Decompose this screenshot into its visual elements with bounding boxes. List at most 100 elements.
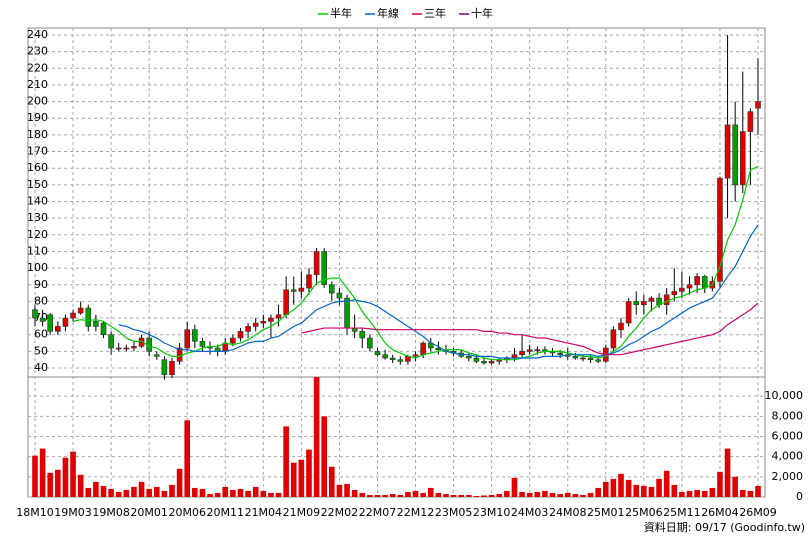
volume-bar <box>427 487 434 497</box>
candle-body <box>557 352 563 355</box>
volume-bar <box>298 459 305 497</box>
y-tick-label: 2,000 <box>772 470 804 483</box>
volume-bar <box>602 481 609 497</box>
candle-body <box>694 276 700 286</box>
y-tick-label: 4,000 <box>772 450 804 463</box>
volume-bar <box>222 486 229 497</box>
candle-body <box>70 312 76 319</box>
candle-body <box>686 284 693 289</box>
y-tick-label: 180 <box>27 128 48 141</box>
candle-body <box>131 346 137 349</box>
volume-bar <box>504 490 510 497</box>
candle-body <box>245 326 251 332</box>
volume-bar <box>275 492 282 497</box>
volume-bar <box>732 476 738 497</box>
x-tick-label: 25M06 <box>625 506 663 519</box>
candle-body <box>633 301 640 306</box>
candle-body <box>587 357 594 360</box>
volume-bar <box>306 449 312 497</box>
candle-body <box>488 361 495 364</box>
y-tick-label: 90 <box>34 278 48 291</box>
volume-bar <box>450 494 457 497</box>
x-tick-label: 22M02 <box>321 506 359 519</box>
y-tick-label: 220 <box>27 61 48 74</box>
volume-bar <box>564 492 571 497</box>
x-tick-label: 18M10 <box>16 506 54 519</box>
legend-label: 年線 <box>377 6 399 20</box>
candle-body <box>47 314 54 332</box>
volume-bar <box>625 479 632 497</box>
volume-bar <box>169 484 175 497</box>
volume-bar <box>283 426 289 497</box>
volume-bar <box>207 493 213 497</box>
volume-bar <box>344 483 350 497</box>
candle-body <box>663 294 670 306</box>
candle-body <box>526 349 533 352</box>
volume-bar <box>709 487 716 497</box>
volume-bar <box>420 492 426 497</box>
volume-bar <box>412 490 419 497</box>
candle-body <box>192 329 198 342</box>
candle-body <box>412 354 419 357</box>
y-tick-label: 160 <box>27 161 48 174</box>
volume-bar <box>466 494 472 497</box>
candle-body <box>268 317 274 322</box>
volume-bar <box>336 484 343 497</box>
x-tick-label: 25M01 <box>587 506 625 519</box>
volume-bar <box>199 488 206 497</box>
candle-body <box>290 289 297 292</box>
volume-bar <box>252 486 259 497</box>
volume-bar <box>671 484 678 497</box>
volume-bar <box>374 494 381 497</box>
y-tick-label: 0 <box>796 490 803 503</box>
volume-bar <box>443 493 449 497</box>
y-tick-label: 140 <box>27 195 48 208</box>
y-tick-label: 50 <box>34 344 48 357</box>
volume-bar <box>230 489 236 497</box>
candle-body <box>306 274 312 289</box>
candle-body <box>85 307 92 327</box>
candle-body <box>138 337 145 347</box>
x-tick-label: 22M07 <box>359 506 397 519</box>
candle-body <box>641 301 647 306</box>
legend-label: 半年 <box>330 6 352 20</box>
volume-bar <box>237 488 244 497</box>
volume-bar <box>519 491 525 497</box>
volume-bar <box>321 416 327 497</box>
volume-bar <box>686 490 693 497</box>
volume-bar <box>329 466 335 497</box>
candle-body <box>534 349 541 351</box>
candle-body <box>618 322 624 331</box>
y-tick-label: 60 <box>34 328 48 341</box>
volume-bar <box>260 490 267 497</box>
y-tick-label: 230 <box>27 45 48 58</box>
volume-bar <box>488 494 495 497</box>
volume-bar <box>359 492 366 497</box>
candle-body <box>724 124 731 179</box>
y-tick-label: 100 <box>27 261 48 274</box>
y-tick-label: 150 <box>27 178 48 191</box>
candle-body <box>100 322 107 336</box>
candle-body <box>595 359 601 362</box>
volume-bar <box>153 486 160 497</box>
x-tick-label: 23M05 <box>435 506 473 519</box>
y-tick-label: 10,000 <box>765 389 804 402</box>
y-tick-label: 80 <box>34 294 48 307</box>
candle-body <box>359 331 366 339</box>
candle-body <box>420 342 426 355</box>
volume-bar <box>542 490 548 497</box>
candle-body <box>237 331 244 339</box>
candle-body <box>93 321 99 327</box>
candle-body <box>374 351 381 355</box>
volume-bar <box>656 478 662 497</box>
candle-body <box>572 356 579 359</box>
ma-line <box>301 302 759 356</box>
candle-body <box>108 334 114 349</box>
candle-body <box>671 291 678 296</box>
volume-bar <box>701 490 708 497</box>
volume-bar <box>55 469 61 497</box>
footer: 資料日期: 09/17 (Goodinfo.tw) <box>644 520 805 534</box>
y-tick-label: 170 <box>27 145 48 158</box>
y-tick-label: 210 <box>27 78 48 91</box>
